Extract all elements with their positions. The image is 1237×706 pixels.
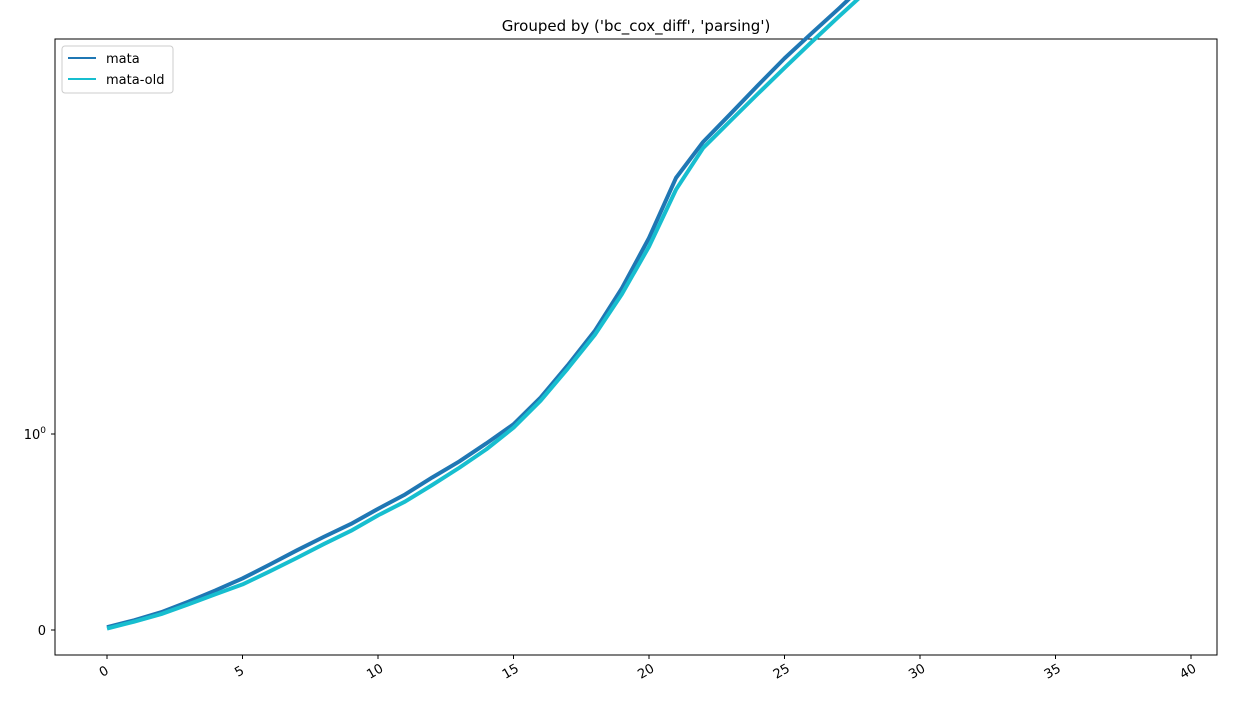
plot-area bbox=[54, 38, 1218, 656]
legend-label: mata-old bbox=[106, 73, 164, 88]
x-axis: 0 5 10 15 20 25 30 35 40 bbox=[97, 655, 1199, 683]
x-tick-label: 35 bbox=[1042, 661, 1064, 682]
x-tick-label: 5 bbox=[232, 663, 247, 680]
y-tick-label: 100 bbox=[24, 426, 47, 443]
series-line-mata-old bbox=[106, 0, 860, 631]
x-tick-label: 10 bbox=[364, 661, 386, 682]
series-layer bbox=[106, 0, 860, 631]
y-axis: 0 100 bbox=[24, 426, 55, 639]
x-tick-label: 15 bbox=[500, 661, 522, 682]
x-tick-label: 25 bbox=[771, 661, 793, 682]
y-tick-label: 0 bbox=[38, 624, 46, 639]
legend-label: mata bbox=[106, 52, 140, 67]
x-tick-label: 30 bbox=[906, 661, 928, 682]
x-tick-label: 40 bbox=[1177, 661, 1199, 682]
x-tick-label: 20 bbox=[635, 661, 657, 682]
series-line-mata bbox=[106, 0, 851, 630]
x-tick-label: 0 bbox=[97, 663, 112, 680]
legend: mata mata-old bbox=[61, 45, 174, 94]
chart-title: Grouped by ('bc_cox_diff', 'parsing') bbox=[502, 17, 771, 36]
